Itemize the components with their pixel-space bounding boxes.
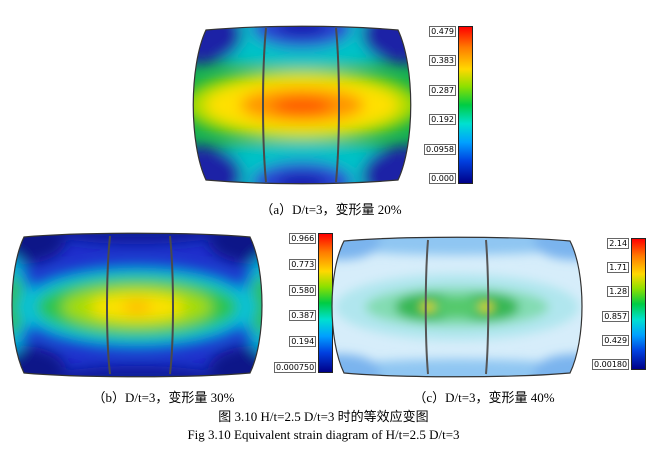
figure-caption-en: Fig 3.10 Equivalent strain diagram of H/… bbox=[187, 427, 460, 442]
subfigure-a-caption: （a）D/t=3，变形量 20% bbox=[260, 202, 402, 217]
colorbar-a-tick-0: 0.479 bbox=[429, 26, 456, 37]
subfigure-b: 0.966 0.773 0.580 0.387 0.194 0.000750 bbox=[6, 230, 334, 380]
strain-contour-svg-c bbox=[331, 236, 583, 378]
figure-caption-zh: 图 3.10 H/t=2.5 D/t=3 时的等效应变图 bbox=[218, 409, 429, 424]
colorbar-a-tick-2: 0.287 bbox=[429, 84, 456, 96]
colorbar-c-tick-3: 0.857 bbox=[602, 310, 630, 322]
colorbar-b-tick-3: 0.387 bbox=[289, 310, 317, 322]
colorbar-labels-a: 0.479 0.383 0.287 0.192 0.0958 0.000 bbox=[424, 26, 456, 184]
colorbar-labels-c: 2.14 1.71 1.28 0.857 0.429 0.00180 bbox=[592, 238, 630, 370]
colorbar-c-tick-4: 0.429 bbox=[602, 334, 630, 346]
colorbar-c-tick-5: 0.00180 bbox=[592, 358, 630, 370]
colorbar-a-tick-5: 0.000 bbox=[429, 172, 456, 184]
strain-contour-svg-b bbox=[11, 232, 263, 378]
colorbar-legend-c: 2.14 1.71 1.28 0.857 0.429 0.00180 bbox=[592, 238, 647, 370]
colorbar-legend-b: 0.966 0.773 0.580 0.387 0.194 0.000750 bbox=[274, 233, 334, 373]
colorbar-b-tick-0: 0.966 bbox=[289, 233, 317, 244]
colorbar-c bbox=[631, 238, 647, 370]
colorbar-a-tick-3: 0.192 bbox=[429, 114, 456, 126]
colorbar-b-tick-1: 0.773 bbox=[289, 258, 317, 270]
strain-contour-plot-c bbox=[326, 234, 588, 380]
colorbar-a bbox=[458, 26, 473, 184]
subfigure-a: 0.479 0.383 0.287 0.192 0.0958 0.000 bbox=[186, 22, 473, 188]
strain-contour-plot-a bbox=[186, 22, 418, 188]
colorbar-labels-b: 0.966 0.773 0.580 0.387 0.194 0.000750 bbox=[274, 233, 317, 373]
colorbar-b-tick-5: 0.000750 bbox=[274, 361, 317, 373]
strain-contour-svg-a bbox=[192, 25, 412, 185]
colorbar-legend-a: 0.479 0.383 0.287 0.192 0.0958 0.000 bbox=[424, 26, 473, 184]
colorbar-a-tick-4: 0.0958 bbox=[424, 143, 456, 155]
colorbar-c-tick-0: 2.14 bbox=[607, 238, 630, 249]
subfigure-b-caption: （b）D/t=3，变形量 30% bbox=[92, 390, 235, 405]
colorbar-b-tick-2: 0.580 bbox=[289, 284, 317, 296]
colorbar-b-tick-4: 0.194 bbox=[289, 336, 317, 348]
subfigure-c: 2.14 1.71 1.28 0.857 0.429 0.00180 bbox=[326, 234, 647, 380]
subfigure-c-caption: （c）D/t=3，变形量 40% bbox=[413, 390, 555, 405]
strain-contour-plot-b bbox=[6, 230, 268, 380]
colorbar-a-tick-1: 0.383 bbox=[429, 55, 456, 67]
colorbar-c-tick-2: 1.28 bbox=[607, 286, 630, 298]
colorbar-c-tick-1: 1.71 bbox=[607, 262, 630, 274]
